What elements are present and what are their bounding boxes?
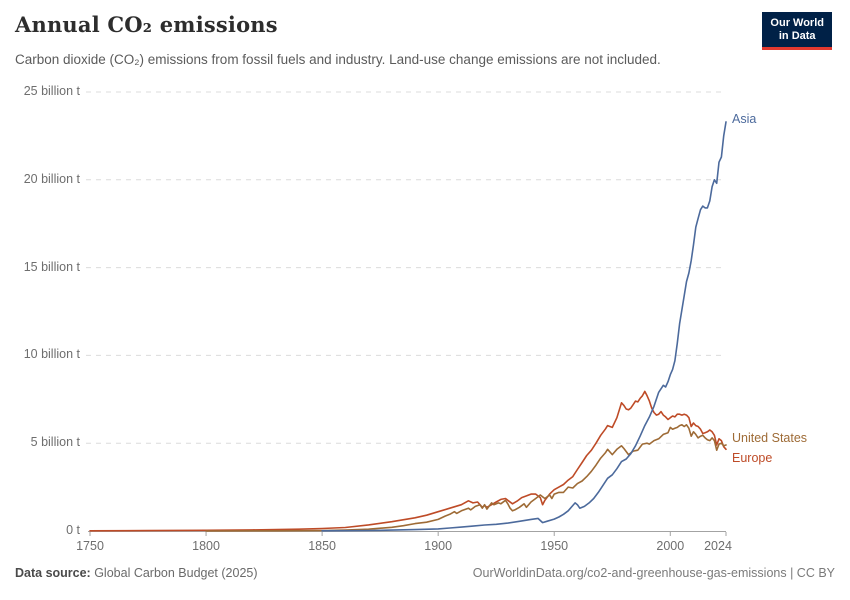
page-title: Annual CO₂ emissions: [15, 12, 278, 37]
chart-subtitle: Carbon dioxide (CO₂) emissions from foss…: [15, 52, 661, 67]
x-tick-label-2000: 2000: [656, 539, 685, 553]
y-tick-label-10: 10 billion t: [23, 347, 80, 362]
y-tick-label-20: 20 billion t: [23, 171, 80, 186]
license-credit-link[interactable]: OurWorldinData.org/co2-and-greenhouse-ga…: [472, 566, 835, 580]
owid-logo-line1: Our World: [770, 17, 824, 29]
x-tick-label-1800: 1800: [192, 539, 220, 553]
x-tick-label-1750: 1750: [76, 539, 104, 553]
series-line-united-states[interactable]: [205, 423, 727, 532]
y-tick-label-25: 25 billion t: [23, 84, 80, 98]
data-source-value: Global Carbon Budget (2025): [90, 566, 258, 580]
y-tick-label-0: 0 t: [66, 523, 80, 537]
owid-logo-line2: in Data: [778, 30, 816, 42]
series-label-europe: Europe: [732, 451, 773, 466]
series-line-asia[interactable]: [321, 121, 727, 532]
owid-logo[interactable]: Our World in Data: [762, 12, 832, 50]
x-tick-label-1850: 1850: [308, 539, 337, 553]
chart-footer: Data source: Global Carbon Budget (2025)…: [0, 566, 850, 580]
series-line-europe[interactable]: [89, 390, 727, 532]
x-tick-label-2024: 2024: [704, 539, 732, 553]
data-source-label: Data source:: [15, 566, 91, 580]
y-tick-label-15: 15 billion t: [23, 259, 80, 274]
data-source-note: Data source: Global Carbon Budget (2025): [15, 566, 258, 580]
series-label-united-states: United States: [732, 430, 808, 445]
y-tick-label-5: 5 billion t: [30, 435, 80, 450]
series-label-asia: Asia: [732, 111, 757, 126]
x-tick-label-1950: 1950: [540, 539, 569, 553]
x-tick-label-1900: 1900: [424, 539, 453, 553]
